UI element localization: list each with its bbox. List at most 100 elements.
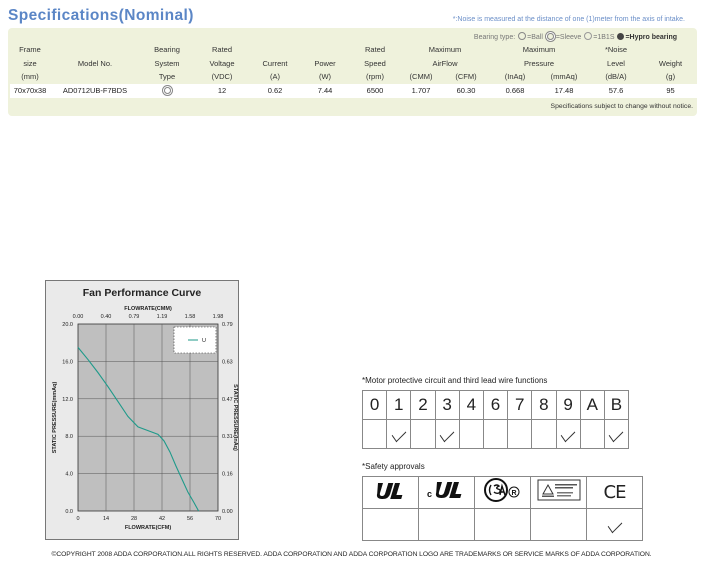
pressure-mmaq-cell: 17.48 [540, 83, 588, 98]
motor-code-0: 0 [361, 390, 388, 420]
motor-functions-title: *Motor protective circuit and third lead… [362, 376, 548, 385]
spec-header-row-2: size Model No. System Voltage Current Po… [10, 57, 697, 71]
bearing-legend-1b1s: =1B1S [593, 34, 615, 41]
y-tick-label: 20.0 [62, 322, 73, 328]
current-cell: 0.62 [250, 83, 300, 98]
header-cell: Bearing [154, 45, 180, 55]
y2-tick-label: 0.00 [222, 509, 233, 515]
y-axis-label: STATIC PRESSURE(mmAq) [52, 382, 58, 454]
spec-header-row-1: Frame Bearing Rated Rated Maximum Maximu… [10, 43, 697, 57]
motor-check-cell [603, 419, 630, 449]
spec-table: Frame Bearing Rated Rated Maximum Maximu… [10, 43, 697, 98]
motor-check-cell [507, 419, 533, 449]
spec-header-row-3: (mm) Type (VDC) (A) (W) (rpm) (CMM) (CFM… [10, 70, 697, 84]
x2-tick-label: 1.58 [185, 314, 196, 320]
cul-cell: c [418, 476, 475, 509]
x-tick-label: 0 [76, 516, 79, 522]
cul-recognized-icon: c [427, 482, 461, 499]
legend-label: U [202, 338, 206, 344]
sleeve-bearing-icon [163, 87, 171, 94]
bearing-legend-sleeve: =Sleeve [555, 34, 582, 41]
x2-axis-label: FLOWRATE(CMM) [124, 306, 172, 312]
header-cell [250, 43, 300, 57]
sleeve-bearing-icon [546, 33, 554, 40]
y-tick-label: 12.0 [62, 397, 73, 403]
motor-check-cell [386, 419, 412, 449]
header-cell [644, 43, 697, 57]
header-cell: (rpm) [366, 72, 384, 82]
header-cell: (mm) [21, 72, 39, 82]
ul-cell [362, 476, 419, 509]
motor-code-8: 8 [531, 390, 557, 420]
airflow-cmm-cell: 1.707 [400, 83, 442, 98]
motor-code-a: A [579, 390, 605, 420]
y2-tick-label: 0.47 [222, 397, 233, 403]
y-tick-label: 0.0 [65, 509, 73, 515]
header-cell: Current [262, 58, 288, 68]
x-axis-label: FLOWRATE(CFM) [125, 525, 171, 531]
motor-check-cell [555, 419, 581, 449]
ce-cell: CE [586, 476, 643, 509]
motor-code-b: B [603, 390, 630, 420]
speed-cell: 6500 [350, 83, 400, 98]
header-cell [50, 43, 140, 57]
y2-tick-label: 0.63 [222, 359, 233, 365]
motor-check-cell [579, 419, 605, 449]
motor-code-3: 3 [434, 390, 460, 420]
y-tick-label: 4.0 [65, 472, 73, 478]
header-cell: System [154, 58, 180, 68]
voltage-cell: 12 [194, 83, 250, 98]
motor-code-1: 1 [386, 390, 412, 420]
tuv-approved-icon [537, 479, 580, 501]
x-tick-label: 56 [187, 516, 193, 522]
header-cell: (CMM) [409, 72, 433, 82]
safety-check-cell [362, 508, 419, 541]
motor-check-cell [482, 419, 509, 449]
header-cell: Voltage [209, 58, 235, 68]
x-tick-label: 14 [103, 516, 109, 522]
header-cell: (W) [318, 72, 332, 82]
x-tick-label: 42 [159, 516, 165, 522]
motor-code-7: 7 [507, 390, 533, 420]
checkmark-icon [391, 425, 407, 443]
checkmark-icon [609, 425, 624, 443]
header-cell: Pressure [523, 58, 554, 68]
y2-tick-label: 0.79 [222, 322, 233, 328]
safety-check-cell [530, 508, 587, 541]
x2-tick-label: 1.19 [157, 314, 168, 320]
x-tick-label: 28 [131, 516, 137, 522]
chart-svg: 0 14 28 42 56 700.00 0.40 0.79 1.19 1.58 1.980.04.… [52, 306, 238, 531]
svg-text:R: R [511, 490, 516, 497]
bearing-legend-ball: =Ball [527, 34, 543, 41]
header-cell: Frame [19, 45, 41, 55]
csa-cell: R [474, 476, 531, 509]
tuv-cell [530, 476, 587, 509]
motor-code-6: 6 [482, 390, 509, 420]
header-cell: Level [607, 58, 625, 68]
chart-title: Fan Performance Curve [82, 287, 202, 299]
checkmark-icon [439, 425, 455, 443]
y-tick-label: 8.0 [65, 434, 73, 440]
csa-icon: R [483, 478, 519, 502]
frame-size-cell: 70x70x38 [10, 83, 50, 98]
y-tick-label: 16.0 [62, 359, 73, 365]
ball-bearing-icon [518, 32, 527, 40]
hypro-bearing-icon [617, 33, 625, 40]
header-cell: (mmAq) [550, 72, 578, 82]
bearing-type-legend: Bearing type: =Ball =Sleeve =1B1S =Hypro… [474, 32, 677, 41]
header-cell: Power [314, 58, 336, 68]
header-cell: Maximum [522, 45, 556, 55]
checkmark-icon [607, 516, 622, 533]
spec-footer-note: Specifications subject to change without… [550, 103, 693, 110]
x2-tick-label: 0.79 [129, 314, 140, 320]
y2-tick-label: 0.31 [222, 434, 233, 440]
svg-text:c: c [427, 489, 432, 499]
header-cell: Speed [364, 58, 386, 68]
x2-tick-label: 0.00 [73, 314, 84, 320]
table-row: 70x70x38 AD0712UB-F7BDS 12 0.62 7.44 650… [10, 83, 697, 98]
x-tick-label: 70 [215, 516, 221, 522]
header-cell: Rated [211, 45, 232, 55]
header-cell: (dB/A) [605, 72, 627, 82]
ce-mark-icon: CE [603, 482, 627, 503]
